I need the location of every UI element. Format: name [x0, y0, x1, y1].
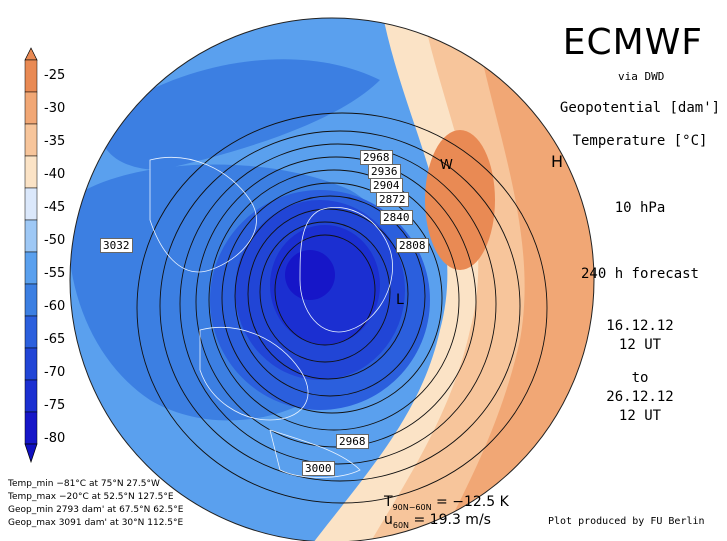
credit-label: Plot produced by FU Berlin: [548, 516, 705, 527]
colorbar-label: -60: [44, 299, 66, 314]
colorbar-swatch: [24, 411, 38, 445]
colorbar-label: -35: [44, 134, 66, 149]
contour-label: 3032: [100, 238, 133, 253]
contour-label: 2872: [376, 192, 409, 207]
init-time: 12 UT: [618, 337, 662, 353]
colorbar: [24, 47, 38, 464]
high-marker: H: [551, 152, 564, 171]
t-subscript: 90N−60N: [392, 502, 432, 512]
source-label: via DWD: [618, 70, 665, 83]
temperature-diagnostic: T90N−60N = −12.5 K: [384, 494, 509, 512]
to-label: to: [631, 370, 649, 386]
u-subscript: 60N: [392, 520, 410, 530]
colorbar-label: -40: [44, 167, 66, 182]
colorbar-label: -55: [44, 266, 66, 281]
wind-diagnostic: u60N = 19.3 m/s: [384, 512, 491, 530]
colorbar-swatch: [24, 59, 38, 93]
coastlines: [149, 157, 393, 478]
colorbar-swatch: [24, 187, 38, 221]
u-symbol: u: [384, 512, 393, 528]
t-value: = −12.5 K: [436, 494, 509, 510]
colorbar-label: -30: [44, 101, 66, 116]
forecast-label: 240 h forecast: [580, 266, 699, 282]
contour-label: 2968: [360, 150, 393, 165]
colorbar-swatch: [24, 379, 38, 413]
contour-label: 2936: [368, 164, 401, 179]
init-date: 16.12.12: [606, 318, 674, 334]
colorbar-swatch: [24, 347, 38, 381]
contour-label: 2904: [370, 178, 403, 193]
map-boundary: [69, 17, 595, 541]
valid-time: 12 UT: [618, 408, 662, 424]
colorbar-label: -50: [44, 233, 66, 248]
field-geopotential-label: Geopotential [dam']: [559, 100, 721, 116]
colorbar-swatch: [24, 283, 38, 317]
temp-min-stat: Temp_min −81°C at 75°N 27.5°W: [8, 479, 160, 489]
model-title: ECMWF: [562, 22, 703, 63]
warm-marker: W: [440, 158, 453, 173]
geopotential-contours: [136, 112, 548, 504]
colorbar-label: -25: [44, 68, 66, 83]
colorbar-swatch: [24, 251, 38, 285]
contour-label: 2808: [396, 238, 429, 253]
colorbar-swatch: [24, 155, 38, 189]
colorbar-label: -70: [44, 365, 66, 380]
colorbar-bottom-arrow: [24, 443, 38, 464]
geop-max-stat: Geop_max 3091 dam' at 30°N 112.5°E: [8, 518, 184, 528]
field-temperature-label: Temperature [°C]: [572, 133, 708, 149]
colorbar-swatch: [24, 91, 38, 125]
u-value: = 19.3 m/s: [413, 512, 491, 528]
level-label: 10 hPa: [614, 200, 666, 216]
valid-date: 26.12.12: [606, 389, 674, 405]
colorbar-swatch: [24, 219, 38, 253]
t-symbol: T: [384, 494, 393, 510]
low-marker: L: [396, 292, 404, 308]
contour-label: 3000: [302, 461, 335, 476]
colorbar-label: -65: [44, 332, 66, 347]
colorbar-top-arrow: [24, 47, 38, 61]
colorbar-swatch: [24, 123, 38, 157]
geop-min-stat: Geop_min 2793 dam' at 67.5°N 62.5°E: [8, 505, 184, 515]
colorbar-label: -80: [44, 431, 66, 446]
colorbar-swatch: [24, 315, 38, 349]
colorbar-label: -45: [44, 200, 66, 215]
temp-max-stat: Temp_max −20°C at 52.5°N 127.5°E: [8, 492, 174, 502]
colorbar-label: -75: [44, 398, 66, 413]
contour-label: 2840: [380, 210, 413, 225]
contour-label: 2968: [336, 434, 369, 449]
